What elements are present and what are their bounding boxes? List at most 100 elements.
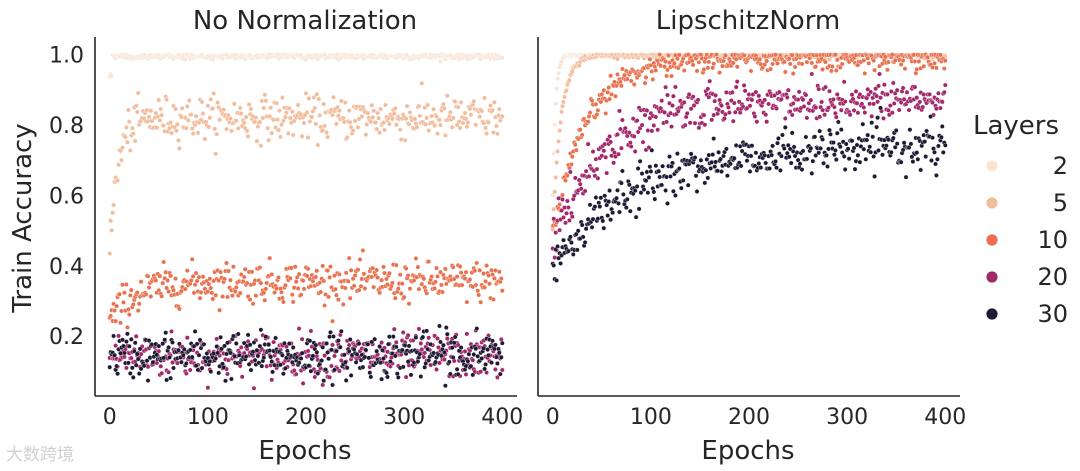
point-layers-20 bbox=[729, 90, 735, 95]
point-layers-5 bbox=[359, 114, 365, 119]
point-layers-20 bbox=[128, 355, 134, 361]
point-layers-20 bbox=[169, 329, 174, 334]
point-layers-10 bbox=[148, 294, 154, 299]
point-layers-30 bbox=[790, 148, 796, 154]
point-layers-30 bbox=[712, 164, 718, 169]
point-layers-20 bbox=[403, 374, 409, 380]
point-layers-30 bbox=[600, 218, 606, 224]
point-layers-20 bbox=[663, 84, 668, 90]
point-layers-30 bbox=[392, 353, 398, 359]
point-layers-10 bbox=[113, 318, 118, 324]
point-layers-30 bbox=[580, 234, 586, 240]
point-layers-10 bbox=[360, 248, 366, 253]
point-layers-20 bbox=[861, 105, 867, 110]
point-layers-30 bbox=[315, 371, 321, 376]
point-layers-30 bbox=[705, 175, 711, 181]
point-layers-10 bbox=[424, 290, 430, 296]
point-layers-30 bbox=[706, 152, 712, 158]
point-layers-30 bbox=[841, 154, 847, 159]
point-layers-30 bbox=[632, 188, 638, 194]
point-layers-5 bbox=[376, 115, 381, 121]
point-layers-20 bbox=[113, 343, 118, 348]
point-layers-30 bbox=[411, 360, 417, 365]
point-layers-30 bbox=[715, 168, 720, 174]
point-layers-5 bbox=[303, 90, 309, 96]
point-layers-30 bbox=[454, 366, 460, 372]
point-layers-5 bbox=[111, 202, 116, 208]
point-layers-20 bbox=[184, 335, 190, 341]
point-layers-30 bbox=[428, 341, 433, 347]
point-layers-30 bbox=[653, 163, 659, 169]
point-layers-10 bbox=[300, 278, 306, 284]
point-layers-30 bbox=[374, 348, 380, 354]
point-layers-20 bbox=[731, 100, 737, 106]
point-layers-20 bbox=[752, 114, 758, 119]
point-layers-10 bbox=[171, 287, 176, 293]
point-layers-10 bbox=[705, 65, 711, 71]
point-layers-10 bbox=[230, 293, 235, 299]
point-layers-5 bbox=[146, 114, 152, 120]
point-layers-30 bbox=[231, 333, 236, 339]
point-layers-20 bbox=[296, 326, 302, 331]
point-layers-10 bbox=[676, 52, 682, 58]
point-layers-20 bbox=[590, 149, 596, 154]
point-layers-10 bbox=[618, 79, 623, 85]
point-layers-20 bbox=[808, 97, 814, 103]
point-layers-5 bbox=[243, 114, 249, 120]
point-layers-10 bbox=[463, 269, 469, 275]
point-layers-30 bbox=[767, 166, 772, 171]
point-layers-30 bbox=[769, 152, 774, 158]
point-layers-10 bbox=[370, 265, 376, 271]
point-layers-10 bbox=[138, 279, 144, 285]
point-layers-5 bbox=[452, 99, 458, 104]
point-layers-30 bbox=[310, 353, 316, 359]
point-layers-30 bbox=[656, 168, 662, 174]
point-layers-20 bbox=[763, 112, 769, 118]
point-layers-5 bbox=[301, 120, 307, 126]
point-layers-20 bbox=[681, 100, 687, 105]
point-layers-10 bbox=[921, 63, 927, 69]
point-layers-10 bbox=[314, 268, 320, 274]
point-layers-10 bbox=[476, 292, 482, 298]
point-layers-5 bbox=[375, 110, 380, 116]
point-layers-10 bbox=[262, 297, 268, 303]
point-layers-10 bbox=[866, 60, 872, 66]
point-layers-20 bbox=[889, 110, 895, 116]
point-layers-5 bbox=[164, 97, 169, 103]
point-layers-10 bbox=[379, 277, 384, 283]
point-layers-30 bbox=[320, 344, 326, 350]
point-layers-10 bbox=[498, 276, 504, 281]
point-layers-30 bbox=[605, 213, 611, 218]
point-layers-30 bbox=[555, 244, 560, 249]
point-layers-20 bbox=[442, 357, 447, 362]
point-layers-20 bbox=[338, 358, 344, 363]
point-layers-30 bbox=[738, 163, 744, 169]
point-layers-20 bbox=[816, 86, 822, 92]
point-layers-30 bbox=[929, 158, 934, 163]
point-layers-10 bbox=[124, 282, 129, 287]
point-layers-30 bbox=[146, 338, 152, 343]
point-layers-5 bbox=[496, 106, 502, 112]
point-layers-30 bbox=[665, 201, 670, 206]
point-layers-10 bbox=[706, 59, 712, 65]
point-layers-30 bbox=[903, 174, 909, 180]
point-layers-10 bbox=[710, 65, 716, 71]
point-layers-10 bbox=[168, 273, 173, 279]
x-tick-label: 400 bbox=[924, 405, 966, 430]
point-layers-30 bbox=[176, 347, 181, 353]
point-layers-30 bbox=[399, 347, 405, 353]
point-layers-5 bbox=[149, 118, 155, 124]
point-layers-30 bbox=[804, 156, 810, 162]
point-layers-20 bbox=[671, 93, 676, 99]
point-layers-20 bbox=[455, 342, 461, 348]
point-layers-10 bbox=[321, 278, 327, 284]
point-layers-30 bbox=[799, 167, 805, 172]
point-layers-30 bbox=[843, 141, 849, 147]
point-layers-10 bbox=[809, 60, 815, 66]
point-layers-20 bbox=[602, 141, 608, 147]
point-layers-10 bbox=[464, 299, 470, 305]
point-layers-30 bbox=[725, 173, 730, 179]
point-layers-10 bbox=[450, 264, 456, 270]
point-layers-30 bbox=[266, 342, 272, 348]
point-layers-30 bbox=[346, 348, 352, 354]
